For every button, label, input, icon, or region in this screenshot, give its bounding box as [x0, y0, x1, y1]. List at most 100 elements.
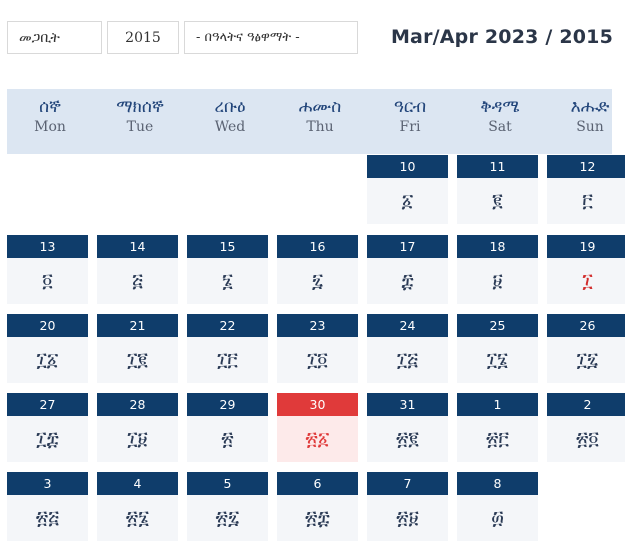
- day-cell[interactable]: 10 ፩: [367, 155, 448, 224]
- day-cell[interactable]: 27 ፲፰: [7, 393, 88, 462]
- gregorian-date: 10: [367, 155, 448, 178]
- ethiopian-date: ፲፮: [486, 349, 509, 371]
- ethiopian-date: ፳፪: [396, 428, 419, 450]
- year-select[interactable]: 2015: [107, 21, 179, 54]
- ethiopian-date: ፳፩: [305, 428, 330, 450]
- weekday-amharic-label: ሐሙስ: [298, 97, 342, 117]
- day-cell[interactable]: 21 ፲፪: [97, 314, 178, 383]
- day-cell[interactable]: 19 ፲: [547, 235, 625, 304]
- weekday-english-label: Fri: [399, 119, 421, 135]
- day-cell[interactable]: 1 ፳፫: [457, 393, 538, 462]
- ethiopian-date: ፳: [221, 428, 234, 450]
- gregorian-date: 19: [547, 235, 625, 258]
- day-cell[interactable]: 11 ፪: [457, 155, 538, 224]
- day-cell[interactable]: 20 ፲፩: [7, 314, 88, 383]
- day-cell[interactable]: 29 ፳: [187, 393, 268, 462]
- day-cell[interactable]: 13 ፬: [7, 235, 88, 304]
- gregorian-date: 17: [367, 235, 448, 258]
- gregorian-date: 20: [7, 314, 88, 337]
- ethiopian-date: ፲: [582, 270, 593, 292]
- gregorian-date: 7: [367, 472, 448, 495]
- weekday-thu: ሐሙስ Thu: [277, 89, 363, 154]
- day-cell[interactable]: 25 ፲፮: [457, 314, 538, 383]
- weekday-wed: ረቡዕ Wed: [187, 89, 273, 154]
- day-cell[interactable]: 31 ፳፪: [367, 393, 448, 462]
- ethiopian-date: ፱: [492, 270, 503, 292]
- gregorian-date: 5: [187, 472, 268, 495]
- weekday-amharic-label: ዓርብ: [393, 97, 427, 117]
- weekday-sat: ቅዳሜ Sat: [457, 89, 543, 154]
- day-cell[interactable]: 22 ፲፫: [187, 314, 268, 383]
- weekday-amharic-label: ረቡዕ: [214, 97, 246, 117]
- ethiopian-date: ፲፬: [307, 349, 328, 371]
- weekday-english-label: Mon: [34, 119, 66, 135]
- holiday-select[interactable]: - በዓላትና ዓፅዋማት -: [184, 21, 358, 54]
- day-cell[interactable]: 24 ፲፭: [367, 314, 448, 383]
- day-cell[interactable]: 4 ፳፮: [97, 472, 178, 541]
- weekday-sun: እሑድ Sun: [547, 89, 625, 154]
- weekday-english-label: Sat: [488, 119, 512, 135]
- weekday-english-label: Thu: [306, 119, 334, 135]
- day-cell[interactable]: 14 ፭: [97, 235, 178, 304]
- day-cell[interactable]: 18 ፱: [457, 235, 538, 304]
- ethiopian-date: ፲፩: [36, 349, 59, 371]
- calendar-toolbar: መጋቢት 2015 - በዓላትና ዓፅዋማት - Mar/Apr 2023 /…: [0, 0, 625, 78]
- gregorian-date: 24: [367, 314, 448, 337]
- day-cell[interactable]: 6 ፳፰: [277, 472, 358, 541]
- ethiopian-date: ፳፯: [215, 507, 240, 529]
- weekday-english-label: Wed: [214, 119, 246, 135]
- gregorian-date: 30: [277, 393, 358, 416]
- ethiopian-date: ፲፯: [576, 349, 599, 371]
- day-cell-today[interactable]: 30 ፳፩: [277, 393, 358, 462]
- ethiopian-date: ፲፱: [127, 428, 148, 450]
- day-cell[interactable]: 28 ፲፱: [97, 393, 178, 462]
- gregorian-date: 16: [277, 235, 358, 258]
- gregorian-date: 6: [277, 472, 358, 495]
- gregorian-date: 23: [277, 314, 358, 337]
- day-cell[interactable]: 23 ፲፬: [277, 314, 358, 383]
- gregorian-date: 12: [547, 155, 625, 178]
- gregorian-date: 25: [457, 314, 538, 337]
- day-cell[interactable]: 15 ፮: [187, 235, 268, 304]
- weekday-mon: ሰኞ Mon: [7, 89, 93, 154]
- gregorian-date: 13: [7, 235, 88, 258]
- weekday-amharic-label: ሰኞ: [39, 97, 61, 117]
- ethiopian-date: ፯: [311, 270, 324, 292]
- day-cell[interactable]: 17 ፰: [367, 235, 448, 304]
- day-cell[interactable]: 5 ፳፯: [187, 472, 268, 541]
- gregorian-date: 22: [187, 314, 268, 337]
- ethiopian-date: ፪: [492, 190, 503, 212]
- weekday-amharic-label: እሑድ: [570, 97, 610, 117]
- weekday-amharic-label: ቅዳሜ: [480, 97, 520, 117]
- gregorian-date: 29: [187, 393, 268, 416]
- gregorian-date: 18: [457, 235, 538, 258]
- calendar-title: Mar/Apr 2023 / 2015: [390, 26, 613, 48]
- day-cell[interactable]: 16 ፯: [277, 235, 358, 304]
- weekday-fri: ዓርብ Fri: [367, 89, 453, 154]
- ethiopian-date: ፳፭: [35, 507, 60, 529]
- ethiopian-date: ፰: [401, 270, 414, 292]
- gregorian-date: 8: [457, 472, 538, 495]
- ethiopian-date: ፳፮: [125, 507, 150, 529]
- weekday-tue: ማክሰኞ Tue: [97, 89, 183, 154]
- day-cell[interactable]: 3 ፳፭: [7, 472, 88, 541]
- weekday-amharic-label: ማክሰኞ: [116, 97, 164, 117]
- gregorian-date: 26: [547, 314, 625, 337]
- gregorian-date: 27: [7, 393, 88, 416]
- ethiopian-date: ፬: [42, 270, 53, 292]
- month-select[interactable]: መጋቢት: [7, 21, 102, 54]
- day-cell[interactable]: 26 ፲፯: [547, 314, 625, 383]
- weekday-english-label: Sun: [576, 119, 604, 135]
- ethiopian-date: ፳፰: [305, 507, 330, 529]
- ethiopian-date: ፲፰: [36, 428, 59, 450]
- gregorian-date: 14: [97, 235, 178, 258]
- ethiopian-date: ፲፭: [397, 349, 418, 371]
- ethiopian-date: ፲፫: [217, 349, 238, 371]
- gregorian-date: 28: [97, 393, 178, 416]
- gregorian-date: 3: [7, 472, 88, 495]
- day-cell[interactable]: 2 ፳፬: [547, 393, 625, 462]
- gregorian-date: 2: [547, 393, 625, 416]
- day-cell[interactable]: 7 ፳፱: [367, 472, 448, 541]
- day-cell[interactable]: 12 ፫: [547, 155, 625, 224]
